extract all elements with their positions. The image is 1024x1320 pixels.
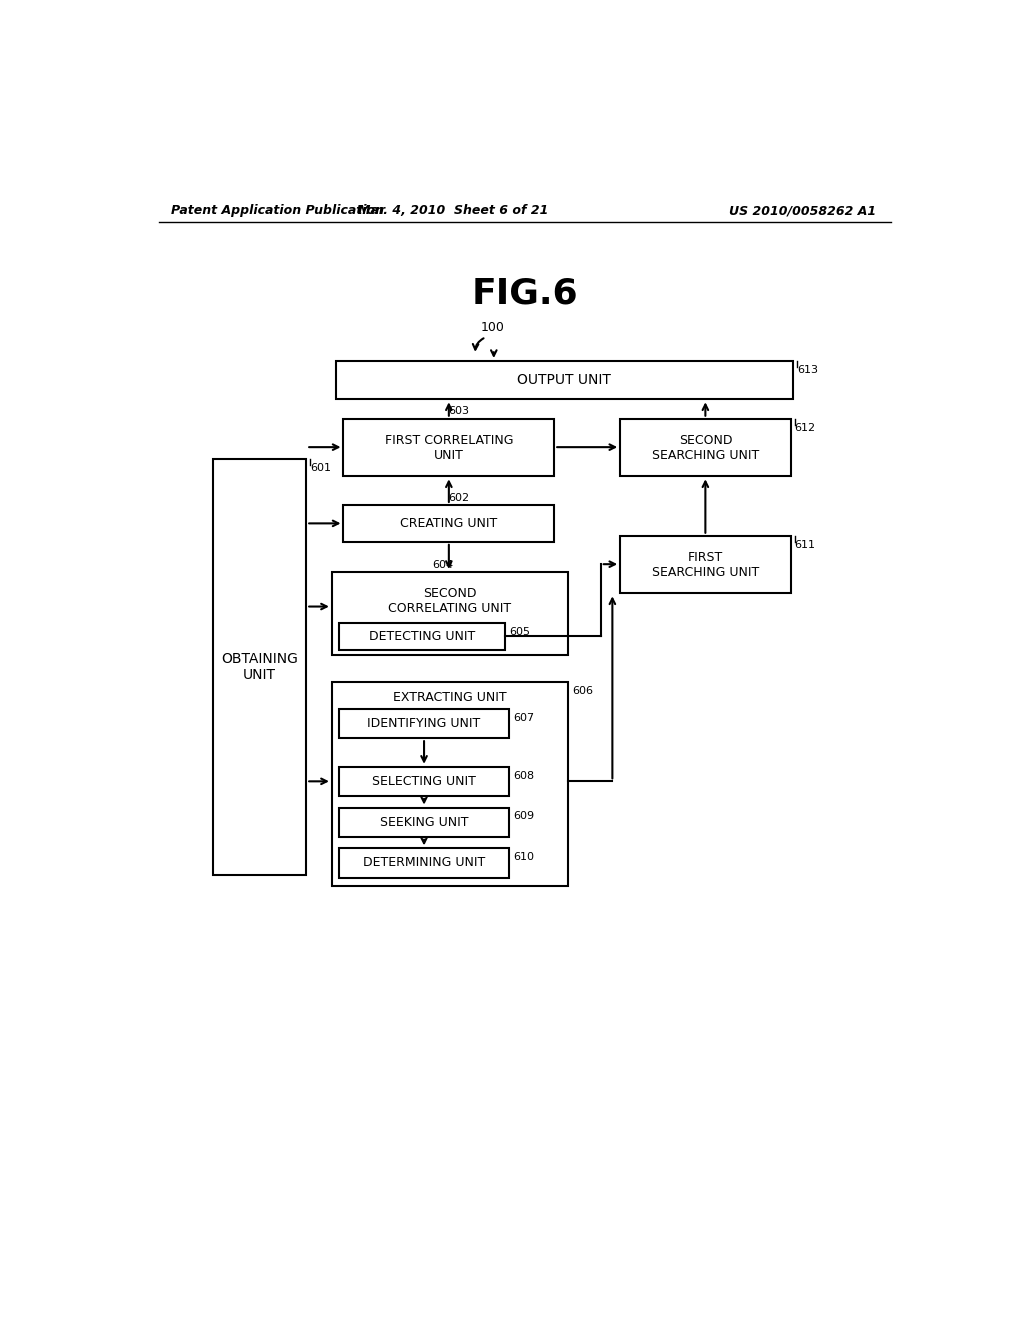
Text: FIRST CORRELATING
UNIT: FIRST CORRELATING UNIT: [385, 433, 513, 462]
Text: 602: 602: [449, 492, 469, 503]
Text: 607: 607: [513, 713, 535, 723]
Text: 611: 611: [795, 540, 815, 549]
Text: SECOND
CORRELATING UNIT: SECOND CORRELATING UNIT: [388, 587, 512, 615]
Text: 606: 606: [572, 686, 593, 696]
Text: OBTAINING
UNIT: OBTAINING UNIT: [221, 652, 298, 681]
Text: FIRST
SEARCHING UNIT: FIRST SEARCHING UNIT: [651, 550, 759, 578]
Text: Mar. 4, 2010  Sheet 6 of 21: Mar. 4, 2010 Sheet 6 of 21: [358, 205, 549, 218]
Bar: [332, 682, 568, 886]
Text: 604: 604: [432, 560, 454, 569]
Bar: [343, 506, 554, 543]
Text: 100: 100: [480, 321, 505, 334]
Bar: [621, 536, 791, 594]
Text: 601: 601: [310, 462, 331, 473]
Text: DETECTING UNIT: DETECTING UNIT: [369, 630, 475, 643]
Text: 610: 610: [513, 853, 535, 862]
Bar: [336, 360, 793, 400]
Bar: [339, 767, 509, 796]
Text: CREATING UNIT: CREATING UNIT: [400, 517, 498, 529]
Text: DETERMINING UNIT: DETERMINING UNIT: [362, 857, 485, 870]
Bar: [339, 709, 509, 738]
Bar: [213, 459, 306, 875]
Bar: [332, 572, 568, 655]
Text: SEEKING UNIT: SEEKING UNIT: [380, 816, 468, 829]
Text: OUTPUT UNIT: OUTPUT UNIT: [517, 374, 611, 387]
Text: 608: 608: [513, 771, 535, 780]
Bar: [339, 623, 506, 649]
Bar: [621, 418, 791, 477]
Text: IDENTIFYING UNIT: IDENTIFYING UNIT: [368, 717, 480, 730]
Text: 605: 605: [509, 627, 530, 636]
Text: Patent Application Publication: Patent Application Publication: [171, 205, 384, 218]
Text: SELECTING UNIT: SELECTING UNIT: [372, 775, 476, 788]
Text: SECOND
SEARCHING UNIT: SECOND SEARCHING UNIT: [651, 433, 759, 462]
Bar: [339, 808, 509, 837]
Bar: [339, 849, 509, 878]
Text: FIG.6: FIG.6: [471, 276, 579, 310]
Text: US 2010/0058262 A1: US 2010/0058262 A1: [729, 205, 876, 218]
Text: 613: 613: [797, 364, 818, 375]
Bar: [343, 418, 554, 477]
Text: 609: 609: [513, 812, 535, 821]
Text: 612: 612: [795, 422, 816, 433]
Text: EXTRACTING UNIT: EXTRACTING UNIT: [393, 690, 507, 704]
Text: 603: 603: [449, 407, 469, 416]
